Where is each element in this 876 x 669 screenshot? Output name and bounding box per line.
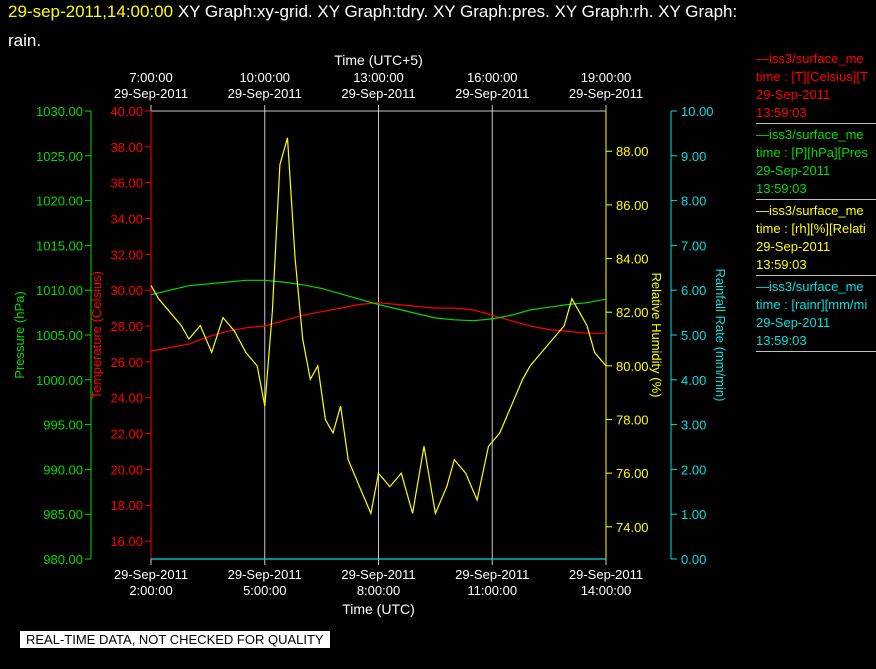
x-axis-label-top: Time (UTC+5) <box>334 52 423 68</box>
x-top-tick-time: 19:00:00 <box>581 70 632 85</box>
pressure-tick-label: 1015.00 <box>36 238 83 253</box>
pressure-tick-label: 1000.00 <box>36 373 83 388</box>
temperature-tick-label: 34.00 <box>110 212 143 227</box>
x-tick-time: 14:00:00 <box>581 583 632 598</box>
legend-time: 13:59:03 <box>756 257 807 272</box>
pressure-tick-label: 1030.00 <box>36 104 83 119</box>
temperature-series <box>150 302 606 352</box>
graph-list: XY Graph:xy-grid. XY Graph:tdry. XY Grap… <box>173 2 738 21</box>
legend-line2: time : [rh][%][Relati <box>756 221 866 236</box>
x-top-tick-time: 16:00:00 <box>467 70 518 85</box>
chart-title-continued: rain. <box>8 31 42 50</box>
chart-title: 29-sep-2011,14:00:00 XY Graph:xy-grid. X… <box>8 2 737 22</box>
pressure-axis-label: Pressure (hPa) <box>12 291 27 378</box>
humidity-tick-label: 88.00 <box>616 144 649 159</box>
pressure-tick-label: 995.00 <box>43 418 83 433</box>
rainfall-axis-label: Rainfall Rate (mm/min) <box>713 269 728 402</box>
legend-time: 13:59:03 <box>756 333 807 348</box>
pressure-tick-label: 1025.00 <box>36 149 83 164</box>
humidity-tick-label: 82.00 <box>616 305 649 320</box>
quality-notice: REAL-TIME DATA, NOT CHECKED FOR QUALITY <box>20 631 330 648</box>
x-tick-time: 2:00:00 <box>129 583 172 598</box>
x-tick-time: 8:00:00 <box>357 583 400 598</box>
temperature-axis-label: Temperature (Celsius) <box>89 271 104 399</box>
rainfall-tick-label: 10.00 <box>681 104 714 119</box>
legend-date: 29-Sep-2011 <box>756 163 831 178</box>
x-top-tick-date: 29-Sep-2011 <box>341 86 415 101</box>
rainfall-tick-label: 7.00 <box>681 238 706 253</box>
temperature-tick-label: 32.00 <box>110 247 143 262</box>
x-axis-label-bottom: Time (UTC) <box>342 601 415 617</box>
humidity-tick-label: 86.00 <box>616 198 649 213</box>
x-tick-time: 5:00:00 <box>243 583 286 598</box>
x-tick-date: 29-Sep-2011 <box>341 567 415 582</box>
rainfall-tick-label: 0.00 <box>681 552 706 567</box>
humidity-tick-label: 76.00 <box>616 466 649 481</box>
timestamp: 29-sep-2011,14:00:00 <box>8 2 174 21</box>
rainfall-tick-label: 9.00 <box>681 149 706 164</box>
humidity-tick-label: 78.00 <box>616 413 649 428</box>
humidity-series <box>150 137 607 516</box>
temperature-tick-label: 30.00 <box>110 283 143 298</box>
x-top-tick-date: 29-Sep-2011 <box>569 86 643 101</box>
legend-line2: time : [T][Celsius][T <box>756 69 868 84</box>
legend-date: 29-Sep-2011 <box>756 87 831 102</box>
temperature-tick-label: 20.00 <box>110 462 143 477</box>
legend-line2: time : [P][hPa][Pres <box>756 145 868 160</box>
pressure-tick-label: 1020.00 <box>36 194 83 209</box>
pressure-tick-label: 980.00 <box>43 552 83 567</box>
legend-date: 29-Sep-2011 <box>756 315 831 330</box>
rainfall-tick-label: 6.00 <box>681 283 706 298</box>
legend-line1: —iss3/surface_me <box>756 279 864 294</box>
temperature-tick-label: 36.00 <box>110 176 143 191</box>
legend-time: 13:59:03 <box>756 105 807 120</box>
temperature-tick-label: 38.00 <box>110 140 143 155</box>
temperature-tick-label: 40.00 <box>110 104 143 119</box>
pressure-tick-label: 990.00 <box>43 462 83 477</box>
pressure-tick-label: 1005.00 <box>36 328 83 343</box>
legend-line1: —iss3/surface_me <box>756 51 864 66</box>
legend-time: 13:59:03 <box>756 181 807 196</box>
x-tick-time: 11:00:00 <box>467 583 517 598</box>
legend-line1: —iss3/surface_me <box>756 203 864 218</box>
rainfall-tick-label: 1.00 <box>681 507 706 522</box>
temperature-tick-label: 22.00 <box>110 427 143 442</box>
x-tick-date: 29-Sep-2011 <box>228 567 302 582</box>
x-top-tick-date: 29-Sep-2011 <box>455 86 529 101</box>
humidity-tick-label: 84.00 <box>616 252 649 267</box>
x-top-tick-time: 13:00:00 <box>353 70 404 85</box>
rainfall-tick-label: 5.00 <box>681 328 706 343</box>
x-tick-date: 29-Sep-2011 <box>114 567 188 582</box>
temperature-tick-label: 16.00 <box>110 534 143 549</box>
x-top-tick-time: 7:00:00 <box>129 70 172 85</box>
x-top-tick-time: 10:00:00 <box>239 70 290 85</box>
legend-line1: —iss3/surface_me <box>756 127 864 142</box>
x-tick-date: 29-Sep-2011 <box>569 567 643 582</box>
temperature-tick-label: 26.00 <box>110 355 143 370</box>
rainfall-tick-label: 2.00 <box>681 462 706 477</box>
legend: —iss3/surface_me time : [T][Celsius][T 29-… <box>756 50 876 354</box>
pressure-series <box>150 279 607 322</box>
humidity-axis-label: Relative Humidity (%) <box>649 273 664 398</box>
x-tick-date: 29-Sep-2011 <box>455 567 529 582</box>
rainfall-tick-label: 4.00 <box>681 373 706 388</box>
temperature-tick-label: 18.00 <box>110 498 143 513</box>
humidity-tick-label: 80.00 <box>616 359 649 374</box>
legend-date: 29-Sep-2011 <box>756 239 831 254</box>
legend-line2: time : [rainr][mm/mi <box>756 297 868 312</box>
x-top-tick-date: 29-Sep-2011 <box>228 86 302 101</box>
rainfall-tick-label: 3.00 <box>681 418 706 433</box>
rainfall-tick-label: 8.00 <box>681 194 706 209</box>
pressure-tick-label: 985.00 <box>43 507 83 522</box>
temperature-tick-label: 24.00 <box>110 391 143 406</box>
humidity-tick-label: 74.00 <box>616 520 649 535</box>
x-top-tick-date: 29-Sep-2011 <box>114 86 188 101</box>
temperature-tick-label: 28.00 <box>110 319 143 334</box>
pressure-tick-label: 1010.00 <box>36 283 83 298</box>
